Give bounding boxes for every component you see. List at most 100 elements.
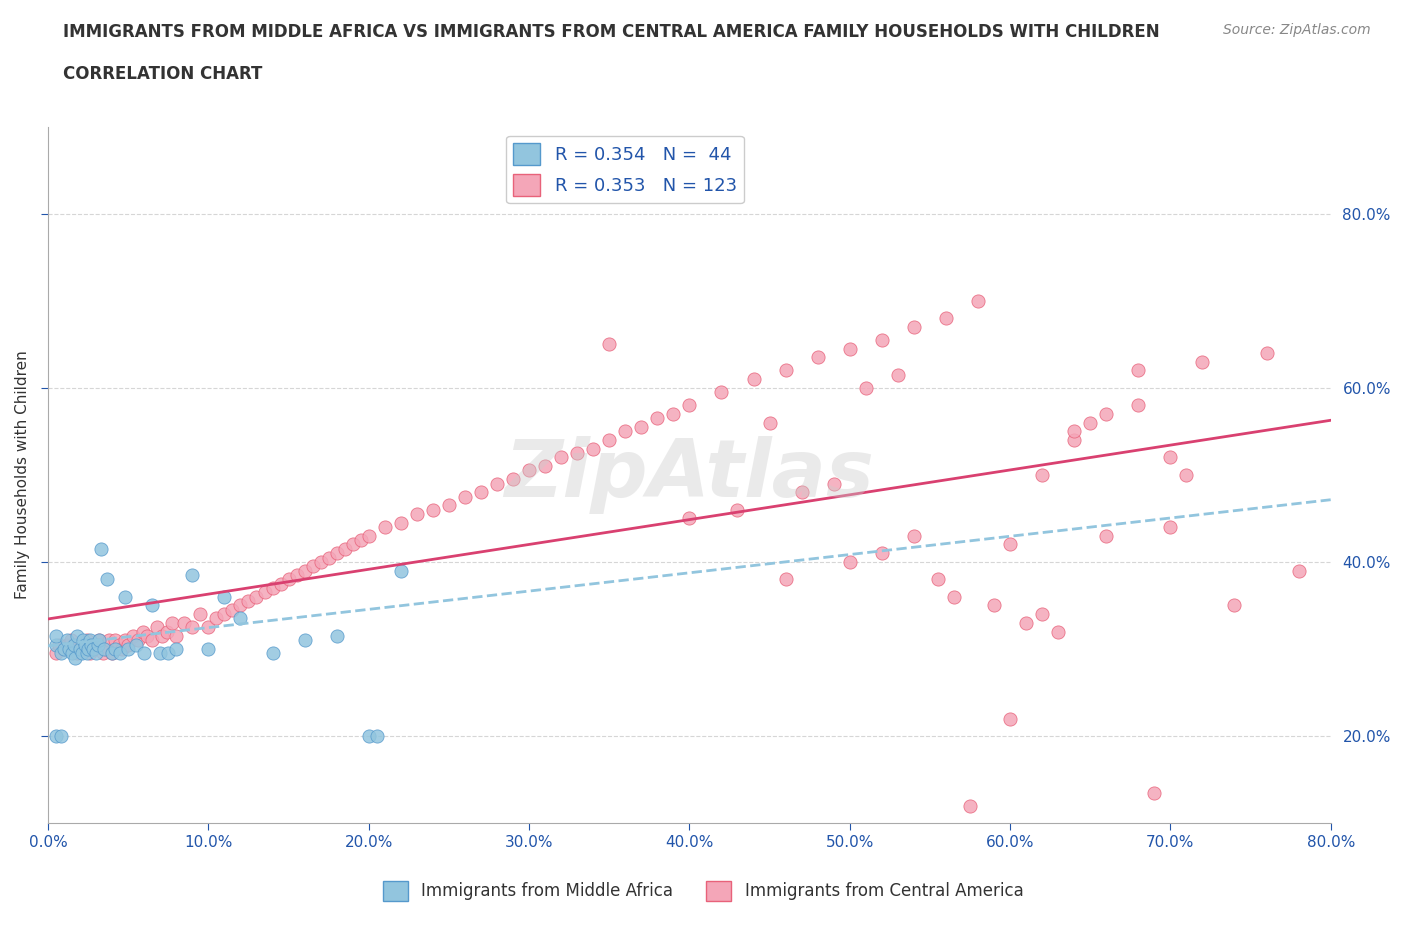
- Point: [662, 406, 685, 421]
- Point: [89, 632, 111, 647]
- Point: [96, 572, 118, 587]
- Point: [131, 624, 153, 639]
- Point: [125, 637, 148, 652]
- Point: [229, 598, 252, 613]
- Point: [45, 645, 67, 660]
- Point: [70, 645, 93, 660]
- Point: [357, 528, 380, 543]
- Point: [156, 624, 179, 639]
- Point: [983, 598, 1005, 613]
- Point: [710, 385, 733, 400]
- Point: [1288, 564, 1310, 578]
- Point: [598, 432, 620, 447]
- Legend: R = 0.354   N =  44, R = 0.353   N = 123: R = 0.354 N = 44, R = 0.353 N = 123: [506, 136, 744, 203]
- Point: [79, 632, 101, 647]
- Point: [325, 629, 347, 644]
- Point: [389, 515, 412, 530]
- Point: [72, 637, 94, 652]
- Point: [165, 642, 187, 657]
- Point: [214, 606, 236, 621]
- Point: [89, 632, 111, 647]
- Legend: Immigrants from Middle Africa, Immigrants from Central America: Immigrants from Middle Africa, Immigrant…: [375, 874, 1031, 908]
- Point: [65, 650, 87, 665]
- Point: [93, 642, 115, 657]
- Point: [60, 645, 83, 660]
- Point: [101, 645, 124, 660]
- Point: [838, 554, 860, 569]
- Point: [374, 520, 396, 535]
- Point: [98, 632, 121, 647]
- Text: CORRELATION CHART: CORRELATION CHART: [63, 65, 263, 83]
- Point: [775, 363, 797, 378]
- Point: [318, 551, 340, 565]
- Point: [389, 564, 412, 578]
- Point: [76, 632, 98, 647]
- Point: [1031, 468, 1053, 483]
- Point: [104, 642, 127, 657]
- Point: [136, 629, 159, 644]
- Point: [301, 559, 323, 574]
- Point: [598, 337, 620, 352]
- Point: [214, 590, 236, 604]
- Point: [614, 424, 637, 439]
- Point: [101, 645, 124, 660]
- Point: [1031, 606, 1053, 621]
- Point: [534, 458, 557, 473]
- Point: [942, 590, 965, 604]
- Text: ZipAtlas: ZipAtlas: [505, 436, 875, 514]
- Point: [959, 798, 981, 813]
- Point: [855, 380, 877, 395]
- Point: [73, 637, 96, 652]
- Point: [165, 629, 187, 644]
- Point: [104, 632, 127, 647]
- Point: [197, 619, 219, 634]
- Point: [998, 711, 1021, 726]
- Point: [117, 642, 139, 657]
- Point: [45, 728, 67, 743]
- Point: [87, 637, 110, 652]
- Point: [1175, 468, 1198, 483]
- Point: [294, 564, 316, 578]
- Point: [903, 319, 925, 334]
- Point: [72, 632, 94, 647]
- Point: [437, 498, 460, 512]
- Point: [49, 728, 72, 743]
- Point: [58, 642, 80, 657]
- Point: [149, 645, 172, 660]
- Point: [927, 572, 949, 587]
- Point: [325, 546, 347, 561]
- Point: [678, 511, 700, 525]
- Point: [742, 372, 765, 387]
- Point: [262, 645, 284, 660]
- Point: [1095, 528, 1118, 543]
- Point: [91, 645, 114, 660]
- Point: [870, 546, 893, 561]
- Point: [45, 637, 67, 652]
- Point: [59, 632, 82, 647]
- Point: [285, 567, 308, 582]
- Point: [630, 419, 652, 434]
- Point: [84, 645, 107, 660]
- Point: [1063, 424, 1085, 439]
- Point: [48, 637, 70, 652]
- Point: [82, 642, 104, 657]
- Point: [1015, 616, 1038, 631]
- Point: [405, 507, 427, 522]
- Point: [647, 411, 669, 426]
- Point: [69, 642, 91, 657]
- Point: [62, 642, 84, 657]
- Text: IMMIGRANTS FROM MIDDLE AFRICA VS IMMIGRANTS FROM CENTRAL AMERICA FAMILY HOUSEHOL: IMMIGRANTS FROM MIDDLE AFRICA VS IMMIGRA…: [63, 23, 1160, 41]
- Point: [887, 367, 910, 382]
- Point: [107, 637, 129, 652]
- Point: [502, 472, 524, 486]
- Point: [53, 642, 76, 657]
- Point: [253, 585, 276, 600]
- Point: [197, 642, 219, 657]
- Point: [967, 293, 990, 308]
- Point: [117, 637, 139, 652]
- Point: [56, 637, 79, 652]
- Point: [565, 445, 588, 460]
- Point: [790, 485, 813, 499]
- Point: [84, 637, 107, 652]
- Point: [66, 645, 89, 660]
